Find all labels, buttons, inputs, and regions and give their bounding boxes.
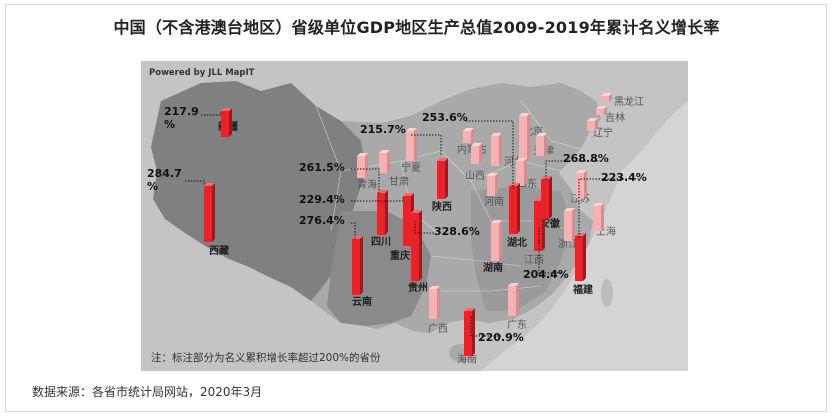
value-label: 261.5% [299,161,345,174]
growth-bar [536,133,547,156]
growth-bar [204,183,215,242]
province-label: 河北 [504,157,524,168]
bars-layer [185,93,639,356]
data-source: 数据来源：各省市统计局网站，2020年3月 [32,385,263,399]
province-label: 宁夏 [401,163,421,174]
growth-bar [596,106,607,115]
province-label: 江苏 [570,194,590,205]
leader-line [201,111,222,116]
growth-bar [487,173,498,196]
province-label: 湖北 [507,238,527,249]
growth-bar [516,158,527,186]
province-label: 青海 [357,180,377,191]
growth-bar [601,93,612,102]
value-label: 204.4% [523,268,569,281]
growth-bar [463,128,474,143]
value-label: 215.7% [360,123,406,136]
value-label: 223.4% [601,171,647,184]
province-label: 黑龙江 [614,97,644,108]
growth-bar [379,150,390,173]
western-region [151,81,366,301]
province-label: 北京 [523,127,543,138]
growth-bar [429,286,440,319]
leader-line [538,226,561,274]
province-label: 四川 [371,237,391,248]
value-label: 284.7 % [147,167,182,193]
growth-bar [411,210,422,281]
value-label: 276.4% [299,214,345,227]
province-label: 陕西 [432,202,452,213]
province-label: 吉林 [605,113,625,124]
value-label: 217.9 % [164,105,199,131]
powered-by-label: Powered by JLL MapIT [149,68,255,78]
growth-bar [509,183,520,234]
leader-line [578,178,639,239]
growth-bar [221,108,232,137]
growth-bar [352,236,363,295]
growth-bar [437,158,448,199]
value-label: 253.6% [422,111,468,124]
growth-bar [564,208,575,241]
province-label: 安徽 [540,219,560,230]
province-label: 西藏 [209,246,229,257]
province-label: 浙江 [558,239,578,250]
province-label: 甘肃 [389,177,409,188]
leader-line [351,168,380,193]
growth-bar [587,118,598,131]
province-label: 山东 [517,179,537,190]
taiwan-island [601,279,613,307]
map-note: 注：标注部分为名义累积增长率超过200%的省份 [151,352,381,364]
growth-bar [464,308,475,356]
leader-line [545,160,601,181]
growth-bar [491,133,502,166]
province-label: 湖南 [483,263,503,274]
growth-bar [541,176,552,219]
province-label: 江西 [524,255,544,266]
chart-frame [5,4,827,412]
leader-line [351,222,356,239]
leader-line [470,316,501,337]
growth-bar [576,170,587,198]
growth-bar [575,233,586,281]
value-label: 328.6% [434,225,480,238]
growth-bar [357,153,368,178]
province-label: 贵州 [408,283,428,294]
chart-title: 中国（不含港澳台地区）省级单位GDP地区生产总值2009-2019年累计名义增长… [113,18,720,37]
value-label: 220.9% [478,331,524,344]
province-label: 广东 [507,320,527,331]
growth-bar [593,203,604,231]
province-label: 重庆 [390,251,410,262]
province-label: 辽宁 [593,128,613,139]
leader-line [185,180,205,186]
province-label: 云南 [352,297,372,308]
growth-bar [377,190,388,235]
leader-line [351,196,404,202]
province-label: 山西 [465,171,485,182]
province-label: 上海 [596,227,616,238]
value-label: 268.8% [563,152,609,165]
province-label: 河南 [484,197,504,208]
leader-line [411,134,442,156]
growth-bar [471,143,482,164]
value-label: 229.4% [299,193,345,206]
province-label: 广西 [428,324,448,335]
growth-bar [508,283,519,316]
leader-line [414,221,434,234]
leader-line [466,120,514,189]
growth-bar [406,128,417,161]
growth-bar [519,113,530,161]
province-label: 海南 [457,355,477,366]
province-label: 福建 [573,285,593,296]
growth-bar [491,220,502,261]
